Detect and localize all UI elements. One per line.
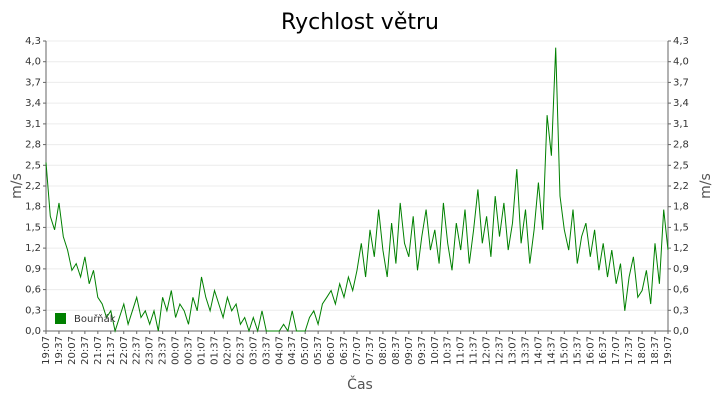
y-tick-label: 2,8: [25, 140, 41, 151]
x-tick-label: 01:07: [197, 336, 208, 365]
x-tick-label: 20:37: [80, 336, 91, 365]
x-tick-label: 04:07: [274, 336, 285, 365]
y-tick-label: 1,2: [25, 243, 41, 254]
x-tick-label: 23:07: [145, 336, 156, 365]
x-tick-label: 15:07: [559, 336, 570, 365]
y2-axis-label: m/s: [698, 173, 714, 199]
line: [45, 47, 669, 333]
x-tick-label: 01:37: [209, 336, 220, 365]
y-tick-label: 4,0: [25, 57, 41, 68]
x-tick-label: 03:07: [248, 336, 259, 365]
x-tick-label: 17:37: [624, 336, 635, 365]
y2-tick-label: 0,6: [673, 285, 689, 296]
x-tick-label: 16:37: [598, 336, 609, 365]
x-tick-label: 16:07: [585, 336, 596, 365]
x-tick-label: 07:07: [352, 336, 363, 365]
x-tick-label: 05:07: [300, 336, 311, 365]
legend-label: Bouřňák: [74, 313, 116, 325]
x-tick-label: 21:07: [93, 336, 104, 365]
chart-title: Rychlost větru: [281, 10, 439, 35]
y-tick-label: 1,5: [25, 222, 41, 233]
x-tick-label: 00:07: [171, 336, 182, 365]
y-tick-label: 2,2: [25, 181, 41, 192]
x-tick-label: 18:37: [650, 336, 661, 365]
y-tick-label: 0,0: [25, 326, 41, 337]
y-tick-label: 3,7: [25, 77, 41, 88]
y2-tick-label: 2,8: [673, 140, 689, 151]
y2-tick-label: 1,8: [673, 202, 689, 213]
x-tick-label: 10:07: [430, 336, 441, 365]
y2-tick-label: 3,4: [673, 98, 689, 109]
x-tick-label: 22:07: [119, 336, 130, 365]
x-tick-label: 19:37: [54, 336, 65, 365]
x-tick-label: 07:37: [365, 336, 376, 365]
x-tick-label: 02:37: [235, 336, 246, 365]
x-tick-label: 04:37: [287, 336, 298, 365]
x-tick-label: 20:07: [67, 336, 78, 365]
y2-tick-label: 0,3: [673, 305, 689, 316]
x-tick-label: 17:07: [611, 336, 622, 365]
y2-tick-label: 1,2: [673, 243, 689, 254]
x-axis-label: Čas: [347, 375, 373, 393]
y2-tick-label: 2,2: [673, 181, 689, 192]
y2-tick-label: 3,7: [673, 77, 689, 88]
x-tick-label: 19:07: [663, 336, 674, 365]
y-tick-label: 0,6: [25, 285, 41, 296]
x-tick-label: 10:37: [443, 336, 454, 365]
x-tick-label: 06:37: [339, 336, 350, 365]
x-tick-label: 12:07: [482, 336, 493, 365]
y-axis-label: m/s: [9, 173, 25, 199]
x-tick-label: 22:37: [132, 336, 143, 365]
y2-tick-label: 1,5: [673, 222, 689, 233]
x-tick-label: 06:07: [326, 336, 337, 365]
y2-tick-label: 0,9: [673, 264, 689, 275]
x-tick-label: 11:37: [469, 336, 480, 365]
y2-tick-label: 3,1: [673, 119, 689, 130]
x-tick-label: 08:07: [378, 336, 389, 365]
y2-tick-label: 2,5: [673, 160, 689, 171]
x-tick-label: 09:37: [417, 336, 428, 365]
y-tick-label: 3,4: [25, 98, 41, 109]
y2-tick-label: 0,0: [673, 326, 689, 337]
x-tick-label: 05:37: [313, 336, 324, 365]
y-tick-label: 0,3: [25, 305, 41, 316]
y-tick-label: 2,5: [25, 160, 41, 171]
x-tick-label: 00:37: [184, 336, 195, 365]
x-tick-label: 13:37: [520, 336, 531, 365]
x-tick-label: 18:07: [637, 336, 648, 365]
x-tick-label: 13:07: [508, 336, 519, 365]
x-tick-label: 14:37: [546, 336, 557, 365]
x-tick-label: 09:07: [404, 336, 415, 365]
x-tick-label: 11:07: [456, 336, 467, 365]
x-tick-label: 15:37: [572, 336, 583, 365]
y2-tick-label: 4,0: [673, 57, 689, 68]
x-tick-label: 23:37: [158, 336, 169, 365]
x-tick-label: 19:07: [41, 336, 52, 365]
x-tick-label: 14:07: [533, 336, 544, 365]
x-tick-label: 12:37: [495, 336, 506, 365]
y-tick-label: 0,9: [25, 264, 41, 275]
y2-tick-label: 4,3: [673, 36, 689, 47]
y-tick-label: 3,1: [25, 119, 41, 130]
y-tick-label: 4,3: [25, 36, 41, 47]
x-tick-label: 03:37: [261, 336, 272, 365]
y-tick-label: 1,8: [25, 202, 41, 213]
x-tick-label: 02:07: [222, 336, 233, 365]
x-tick-label: 21:37: [106, 336, 117, 365]
x-tick-label: 08:37: [391, 336, 402, 365]
legend-swatch: [55, 313, 66, 324]
